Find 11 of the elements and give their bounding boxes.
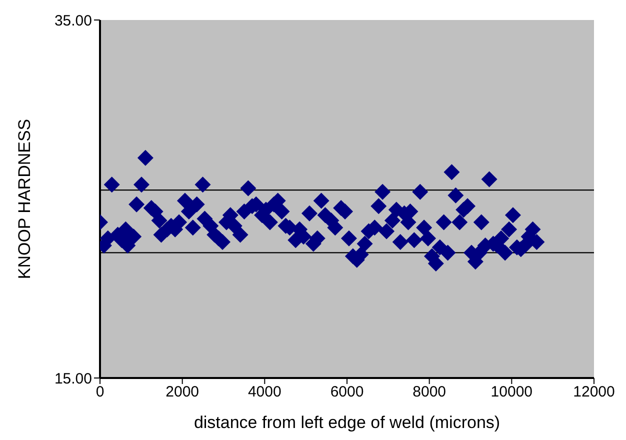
x-tick-label: 8000 <box>412 384 446 401</box>
x-tick-label: 4000 <box>248 384 282 401</box>
x-axis-title: distance from left edge of weld (microns) <box>194 413 500 432</box>
y-tick-label: 35.00 <box>54 12 92 30</box>
x-tick-label: 6000 <box>330 384 364 401</box>
x-tick-label: 2000 <box>166 384 200 401</box>
y-tick-label: 15.00 <box>54 370 92 388</box>
x-tick-label: 12000 <box>573 384 615 401</box>
x-tick-label: 10000 <box>490 384 533 401</box>
x-tick-label: 0 <box>96 384 104 401</box>
y-axis-title: KNOOP HARDNESS <box>15 118 34 280</box>
